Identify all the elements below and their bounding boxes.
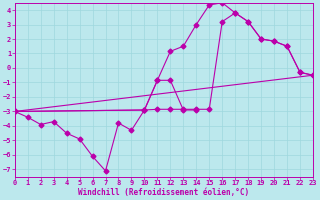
X-axis label: Windchill (Refroidissement éolien,°C): Windchill (Refroidissement éolien,°C) [78, 188, 249, 197]
